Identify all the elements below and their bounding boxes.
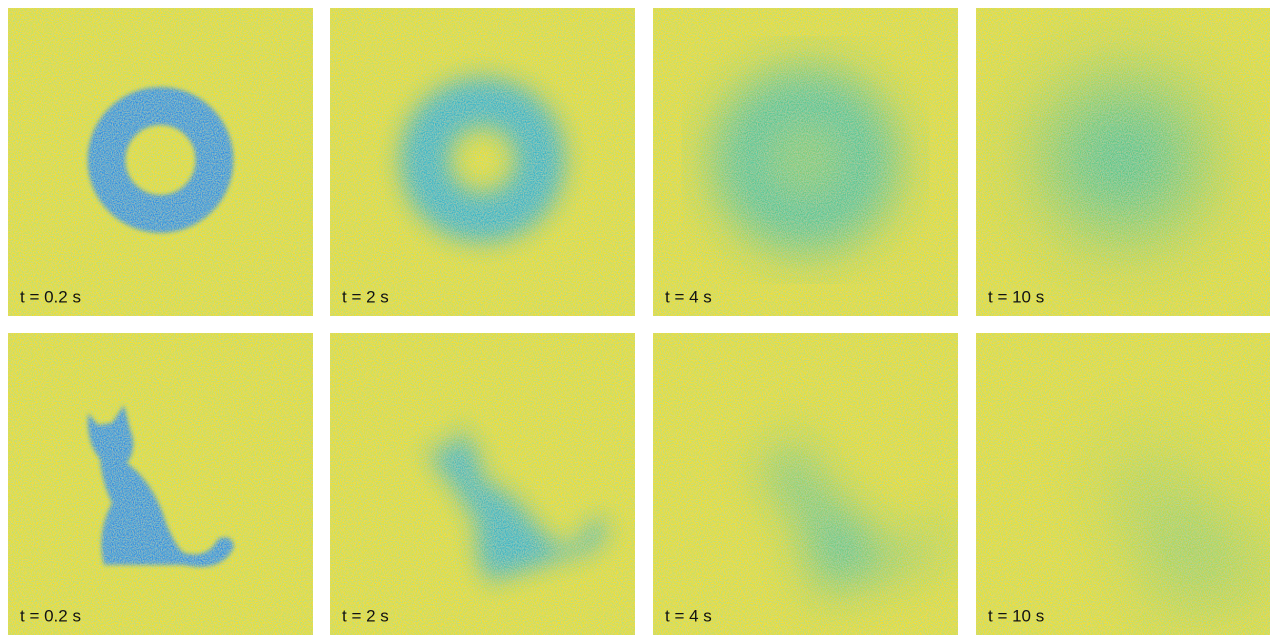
time-label: t = 4 s xyxy=(665,606,712,625)
time-label: t = 2 s xyxy=(342,287,389,306)
panel xyxy=(330,333,635,635)
time-label: t = 10 s xyxy=(988,287,1044,306)
noise xyxy=(653,333,958,635)
panel xyxy=(330,8,635,316)
time-label: t = 0.2 s xyxy=(20,606,81,625)
noise xyxy=(8,8,313,316)
noise xyxy=(653,8,958,316)
panel xyxy=(8,333,313,635)
panel xyxy=(976,333,1272,635)
panel xyxy=(653,333,958,635)
panel xyxy=(653,8,958,316)
page: t = 0.2 s t = 2 s t = 4 s t = 10 s t = 0.2 s… xyxy=(0,0,1272,637)
time-label: t = 10 s xyxy=(988,606,1044,625)
panel xyxy=(976,8,1270,316)
panel xyxy=(8,8,313,316)
noise xyxy=(976,8,1270,316)
time-label: t = 4 s xyxy=(665,287,712,306)
frame-grid: t = 0.2 s t = 2 s t = 4 s t = 10 s t = 0.2 s… xyxy=(0,0,1272,637)
time-label: t = 0.2 s xyxy=(20,287,81,306)
time-label: t = 2 s xyxy=(342,606,389,625)
noise xyxy=(330,8,635,316)
noise xyxy=(8,333,313,635)
noise xyxy=(330,333,635,635)
noise xyxy=(976,333,1270,635)
